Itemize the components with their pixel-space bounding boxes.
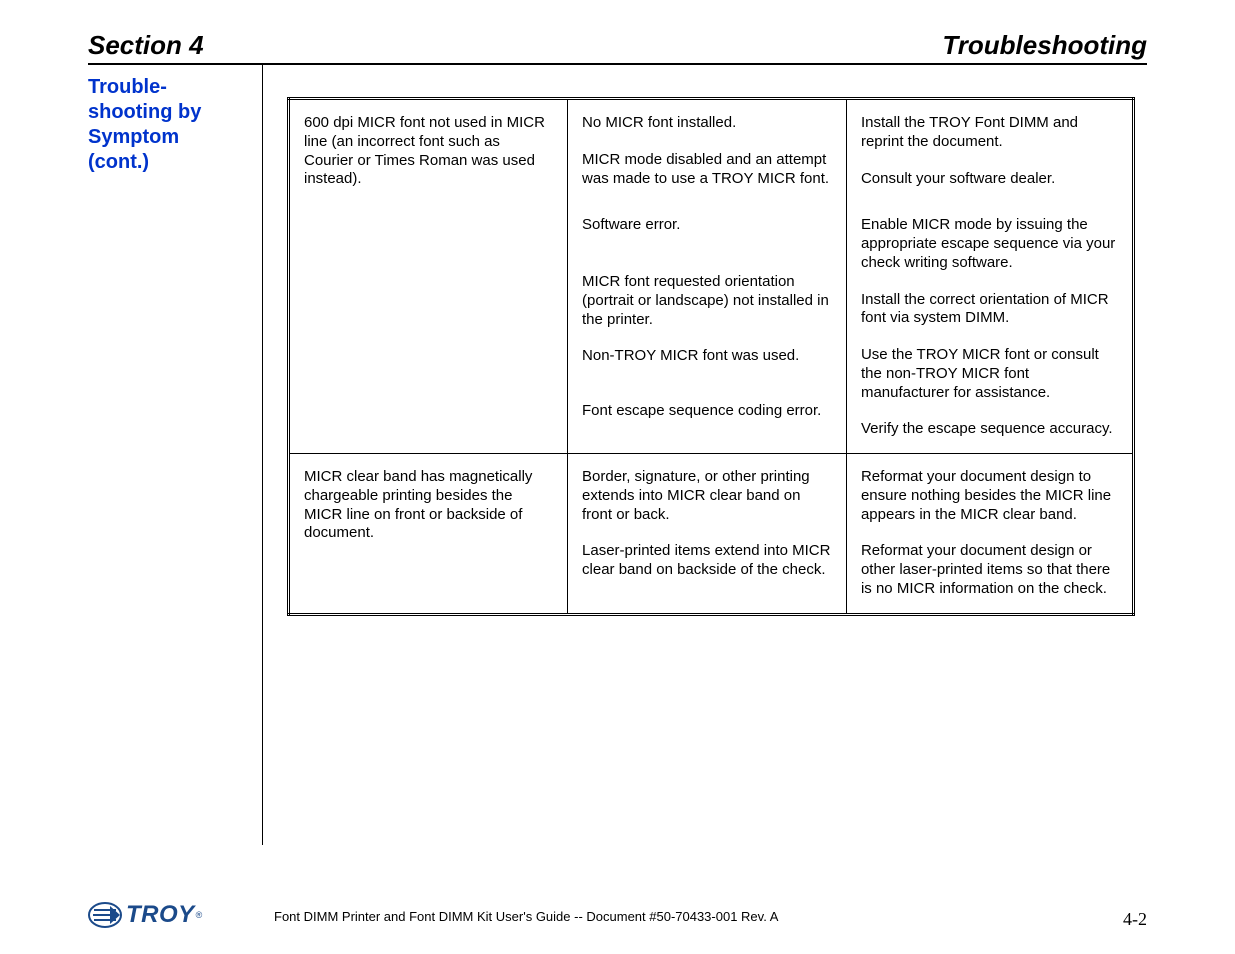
page-header: Section 4 Troubleshooting [88, 30, 1147, 65]
cause-text: MICR mode disabled and an attempt was ma… [582, 151, 829, 187]
registered-mark: ® [196, 910, 203, 920]
solution-text: Use the TROY MICR font or consult the no… [861, 346, 1099, 401]
solution-text: Install the correct orientation of MICR … [861, 291, 1109, 327]
solution-text: Consult your software dealer. [861, 170, 1055, 187]
cause-text: MICR font requested orientation (portrai… [582, 273, 829, 328]
logo: TROY® [88, 900, 202, 930]
cause-cell: No MICR font installed. MICR mode disabl… [568, 99, 847, 454]
page-number: 4-2 [1123, 909, 1147, 930]
cause-text: Non-TROY MICR font was used. [582, 347, 799, 364]
cause-text: Software error. [582, 216, 680, 233]
section-title: Section 4 [88, 30, 204, 61]
sidebar-heading-line: (cont.) [88, 151, 149, 173]
page-footer: TROY® Font DIMM Printer and Font DIMM Ki… [88, 900, 1147, 930]
sidebar-heading-line: Trouble- [88, 76, 167, 98]
table-row: MICR clear band has magnetically chargea… [289, 454, 1134, 615]
solution-text: Reformat your document design to ensure … [861, 468, 1111, 523]
cause-text: Border, signature, or other printing ext… [582, 468, 810, 523]
troubleshooting-table: 600 dpi MICR font not used in MICR line … [287, 97, 1135, 616]
solution-cell: Reformat your document design to ensure … [846, 454, 1133, 615]
sidebar-heading-line: shooting by [88, 101, 201, 123]
solution-text: Enable MICR mode by issuing the appropri… [861, 216, 1115, 271]
symptom-cell: MICR clear band has magnetically chargea… [289, 454, 568, 615]
symptom-text: 600 dpi MICR font not used in MICR line … [304, 114, 545, 187]
symptom-cell: 600 dpi MICR font not used in MICR line … [289, 99, 568, 454]
header-subject: Troubleshooting [942, 30, 1147, 61]
solution-text: Install the TROY Font DIMM and reprint t… [861, 114, 1078, 150]
sidebar: Trouble- shooting by Symptom (cont.) [88, 65, 263, 845]
sidebar-heading-line: Symptom [88, 126, 179, 148]
symptom-text: MICR clear band has magnetically chargea… [304, 468, 532, 541]
solution-text: Reformat your document design or other l… [861, 542, 1110, 597]
cause-text: Font escape sequence coding error. [582, 402, 821, 419]
solution-text: Verify the escape sequence accuracy. [861, 420, 1113, 437]
solution-cell: Install the TROY Font DIMM and reprint t… [846, 99, 1133, 454]
sidebar-heading: Trouble- shooting by Symptom (cont.) [88, 75, 254, 175]
cause-text: No MICR font installed. [582, 114, 736, 131]
logo-text: TROY [126, 901, 195, 929]
main-content: 600 dpi MICR font not used in MICR line … [263, 65, 1147, 845]
logo-icon [88, 900, 122, 930]
table-row: 600 dpi MICR font not used in MICR line … [289, 99, 1134, 454]
cause-text: Laser-printed items extend into MICR cle… [582, 542, 830, 578]
cause-cell: Border, signature, or other printing ext… [568, 454, 847, 615]
footer-doc-line: Font DIMM Printer and Font DIMM Kit User… [274, 909, 778, 924]
